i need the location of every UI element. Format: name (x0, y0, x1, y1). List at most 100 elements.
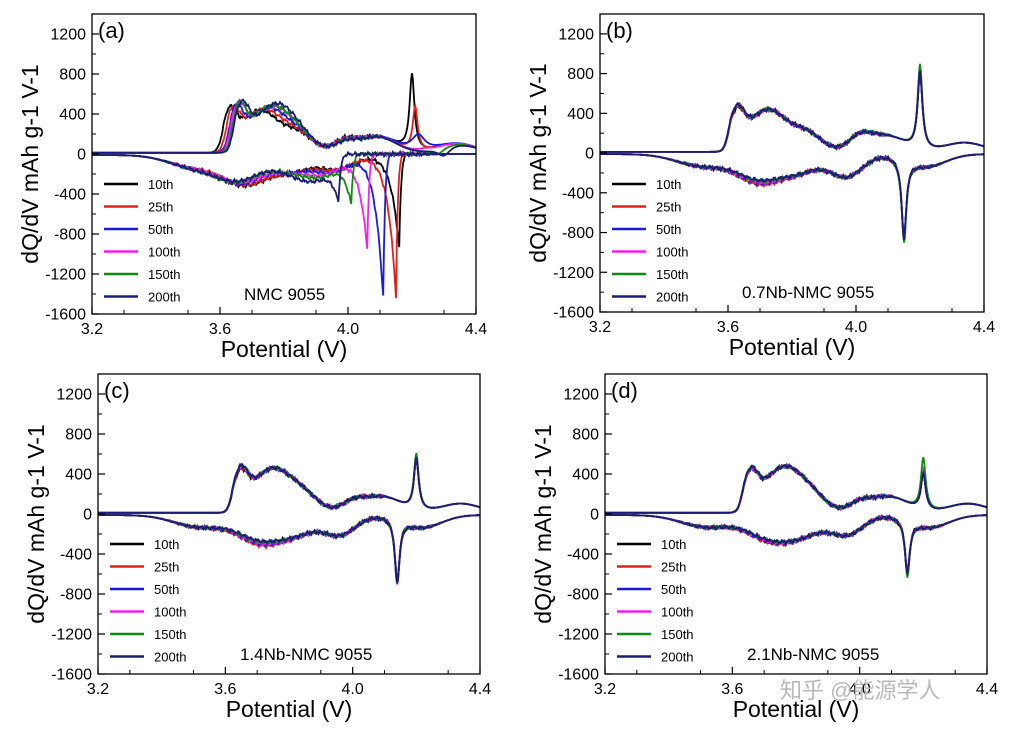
x-tick-label: 3.2 (81, 321, 103, 338)
legend-label-200th: 200th (661, 650, 694, 665)
charge-line-100th (600, 68, 984, 153)
x-tick-label: 4.0 (849, 681, 871, 698)
x-tick-label: 4.4 (465, 321, 487, 338)
legend-label-10th: 10th (154, 537, 179, 552)
x-tick-label: 3.6 (209, 321, 231, 338)
panel-tag: (c) (104, 378, 130, 403)
plot-frame (599, 13, 985, 313)
legend-label-50th: 50th (148, 222, 173, 237)
legend-label-200th: 200th (148, 290, 181, 305)
legend: 10th 25th 50th 100th 150th 200th (612, 177, 689, 305)
y-tick-label: 400 (65, 467, 92, 484)
panel-tag: (d) (611, 378, 638, 403)
y-tick-label: 0 (590, 507, 599, 524)
x-tick-label: 4.0 (342, 681, 364, 698)
legend: 10th 25th 50th 100th 150th 200th (110, 537, 187, 665)
y-tick-label: 800 (567, 66, 594, 83)
discharge-line-200th (92, 149, 476, 203)
y-tick-label: 400 (572, 467, 599, 484)
y-tick-label: 1200 (558, 26, 594, 43)
charge-line-10th (600, 72, 984, 153)
legend-label-200th: 200th (656, 290, 689, 305)
y-tick-label: 800 (572, 427, 599, 444)
charge-line-200th (605, 464, 987, 514)
legend-label-100th: 100th (656, 245, 689, 260)
y-tick-label: -800 (567, 587, 599, 604)
legend-label-50th: 50th (154, 582, 179, 597)
y-tick-label: -1200 (558, 627, 599, 644)
y-tick-label: 800 (65, 427, 92, 444)
legend-label-150th: 150th (154, 627, 187, 642)
y-tick-label: -800 (54, 227, 86, 244)
legend: 10th 25th 50th 100th 150th 200th (104, 177, 181, 305)
legend-label-50th: 50th (661, 582, 686, 597)
plot-frame (97, 373, 481, 675)
y-tick-label: 400 (59, 107, 86, 124)
x-tick-label: 4.4 (976, 681, 998, 698)
legend-label-25th: 25th (148, 200, 173, 215)
y-axis-title: dQ/dV mAh g-1 V-1 (23, 424, 49, 623)
legend-label-100th: 100th (154, 605, 187, 620)
legend-label-200th: 200th (154, 650, 187, 665)
x-axis-title: Potential (V) (733, 696, 860, 722)
y-tick-label: -400 (60, 547, 92, 564)
series-lines (600, 63, 984, 243)
y-axis-title: dQ/dV mAh g-1 V-1 (530, 424, 556, 623)
x-axis-title: Potential (V) (226, 696, 353, 722)
y-tick-label: -400 (562, 185, 594, 202)
y-tick-label: 1200 (56, 387, 92, 404)
sample-label: NMC 9055 (244, 285, 325, 304)
charge-line-25th (600, 70, 984, 153)
y-tick-label: -800 (562, 225, 594, 242)
y-tick-label: -800 (60, 587, 92, 604)
series-lines (605, 457, 987, 578)
x-tick-label: 3.6 (717, 319, 739, 336)
charge-line-50th (98, 456, 480, 514)
legend-label-10th: 10th (656, 177, 681, 192)
y-tick-label: -400 (567, 547, 599, 564)
y-tick-label: -1200 (51, 627, 92, 644)
charge-line-10th (98, 458, 480, 514)
watermark: 知乎 @能源学人 (780, 678, 940, 703)
discharge-line-200th (98, 514, 480, 584)
charge-line-200th (92, 98, 476, 157)
legend-label-10th: 10th (148, 177, 173, 192)
sample-label: 1.4Nb-NMC 9055 (240, 645, 372, 664)
panel-tag: (a) (98, 18, 125, 43)
legend-label-150th: 150th (656, 267, 689, 282)
x-axis-title: Potential (V) (729, 334, 856, 360)
discharge-line-200th (605, 514, 987, 577)
panel-tag: (b) (606, 18, 633, 43)
x-tick-label: 3.2 (87, 681, 109, 698)
legend-label-25th: 25th (154, 560, 179, 575)
y-tick-label: 400 (567, 106, 594, 123)
charge-line-150th (98, 453, 480, 514)
panel-b: 3.2 3.6 4.0 4.4 1200 800 400 0 -400 -800 -1200 -160… (525, 13, 995, 360)
charge-line-50th (600, 69, 984, 153)
x-tick-label: 3.6 (721, 681, 743, 698)
legend: 10th 25th 50th 100th 150th 200th (617, 537, 694, 665)
y-tick-label: 0 (77, 147, 86, 164)
x-tick-label: 3.2 (594, 681, 616, 698)
y-axis-title: dQ/dV mAh g-1 V-1 (525, 63, 551, 262)
plot-frame (604, 373, 988, 675)
legend-label-50th: 50th (656, 222, 681, 237)
y-tick-label: -1600 (51, 667, 92, 684)
legend-label-25th: 25th (656, 200, 681, 215)
y-tick-label: -1600 (45, 307, 86, 324)
legend-label-100th: 100th (148, 245, 181, 260)
legend-label-150th: 150th (661, 627, 694, 642)
x-tick-label: 4.4 (469, 681, 491, 698)
y-tick-label: -1200 (553, 265, 594, 282)
x-tick-label: 4.0 (845, 319, 867, 336)
legend-label-25th: 25th (661, 560, 686, 575)
charge-line-200th (600, 70, 984, 153)
plot-frame (91, 13, 477, 315)
panel-d: 3.2 3.6 4.0 4.4 1200 800 400 0 -400 -800 -1200 -160… (530, 373, 998, 722)
legend-label-150th: 150th (148, 267, 181, 282)
discharge-line-200th (600, 153, 984, 240)
legend-label-100th: 100th (661, 605, 694, 620)
x-tick-label: 4.0 (337, 321, 359, 338)
series-lines (98, 453, 480, 585)
series-lines (92, 73, 476, 299)
